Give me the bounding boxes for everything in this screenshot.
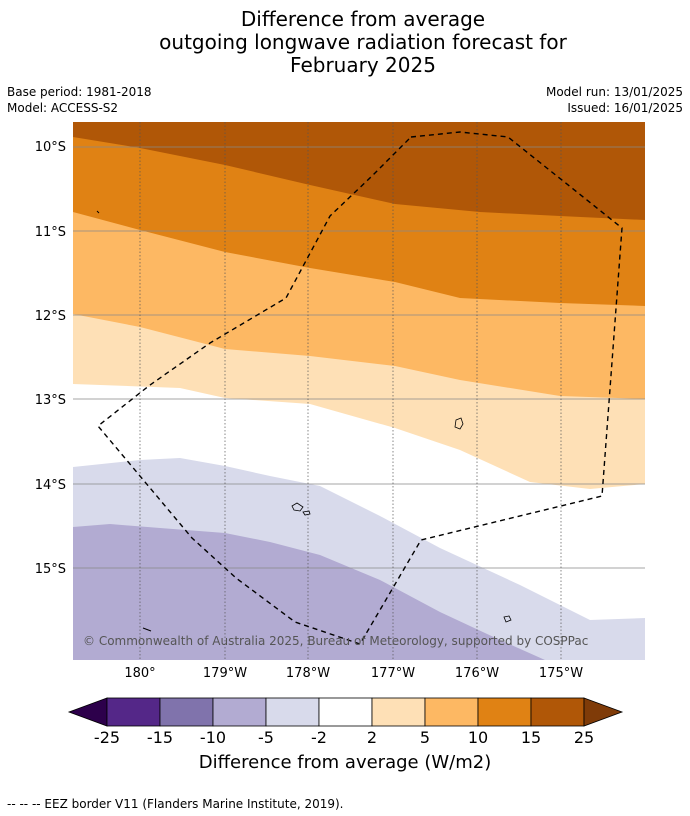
lon-label: 178°W [286,666,330,681]
anomaly-band-minus-5-10 [73,524,545,660]
island-south-east [503,615,512,623]
lon-label: 177°W [371,666,415,681]
colorbar-segment [265,697,320,727]
colorbar-tick-label: 15 [520,728,542,747]
colorbar-tick-label: -10 [199,728,227,747]
colorbar-under-arrow [67,697,108,727]
colorbar-tick-label: -5 [258,728,274,747]
longitude-gridlines [139,122,562,660]
colorbar-segment [424,697,479,727]
map-panel: © Commonwealth of Australia 2025, Bureau… [73,122,645,660]
title-line-2: outgoing longwave radiation forecast for [159,30,567,54]
island-futuna [291,502,304,512]
colorbar [67,697,624,727]
lat-label: 11°S [35,225,66,240]
colorbar-segment [212,697,267,727]
island-alofi [302,510,311,516]
lat-label: 13°S [35,393,66,408]
meta-left: Base period: 1981-2018 Model: ACCESS-S2 [7,84,152,116]
colorbar-segment [371,697,426,727]
colorbar-tick-label: -25 [93,728,121,747]
colorbar-segment [106,697,161,727]
colorbar-tick-label: 25 [573,728,595,747]
latitude-gridlines [73,146,645,569]
lon-label: 179°W [203,666,247,681]
lon-label: 175°W [539,666,583,681]
issued-date: Issued: 16/01/2025 [567,101,683,115]
lat-label: 14°S [35,478,66,493]
colorbar-segment [530,697,585,727]
map-credit: © Commonwealth of Australia 2025, Bureau… [83,634,588,648]
longitude-labels: 180° 179°W 178°W 177°W 176°W 175°W [124,666,583,681]
colorbar-segment [318,697,373,727]
colorbar-tick-label: -15 [146,728,174,747]
chart-title: Difference from average outgoing longwav… [0,8,690,77]
meta-right: Model run: 13/01/2025 Issued: 16/01/2025 [546,84,683,116]
base-period: Base period: 1981-2018 [7,85,152,99]
eez-border [96,131,623,645]
title-line-1: Difference from average [240,7,486,31]
island-wallis [454,417,464,430]
lon-label: 176°W [455,666,499,681]
eez-legend-note: -- -- -- EEZ border V11 (Flanders Marine… [7,797,344,811]
lat-label: 15°S [35,562,66,577]
title-line-3: February 2025 [290,53,436,77]
model-run: Model run: 13/01/2025 [545,85,683,99]
island-south-west [142,627,152,632]
model-name: Model: ACCESS-S2 [7,101,119,115]
island-north-west [96,210,100,214]
colorbar-tick-label: -2 [311,728,327,747]
lat-label: 12°S [35,309,66,324]
lon-label: 180° [124,666,155,681]
colorbar-over-arrow [583,697,624,727]
colorbar-tick-label: 5 [419,728,431,747]
colorbar-tick-label: 2 [366,728,378,747]
colorbar-title: Difference from average (W/m2) [198,752,492,773]
latitude-labels: 10°S 11°S 12°S 13°S 14°S 15°S [35,140,66,577]
colorbar-tick-label: 10 [467,728,489,747]
colorbar-segment [159,697,214,727]
colorbar-segment [477,697,532,727]
lat-label: 10°S [35,140,66,155]
